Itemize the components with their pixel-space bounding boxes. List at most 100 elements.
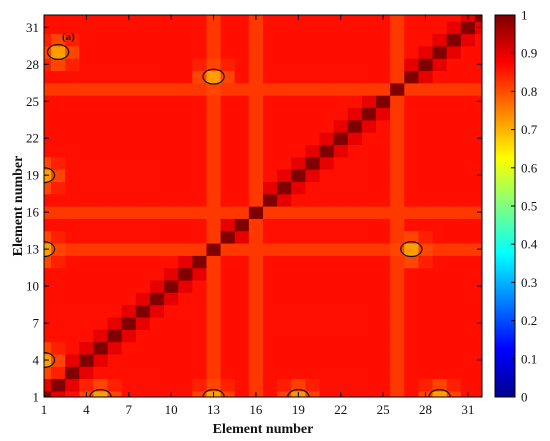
- contour-line: [400, 241, 423, 258]
- heatmap-cell: [234, 329, 250, 343]
- heatmap-cell: [121, 70, 137, 84]
- heatmap-cell: [220, 206, 236, 219]
- heatmap-cell: [277, 21, 292, 35]
- heatmap-cell: [149, 230, 165, 244]
- heatmap-cell: [474, 230, 482, 244]
- heatmap-cell: [93, 156, 109, 170]
- heatmap-cell: [206, 255, 222, 269]
- heatmap-cell: [319, 206, 335, 219]
- heatmap-cell: [135, 193, 151, 207]
- heatmap-cell: [333, 33, 349, 47]
- heatmap-cell: [107, 292, 123, 306]
- heatmap-cell: [446, 206, 462, 219]
- heatmap-cell: [44, 70, 52, 84]
- heatmap-cell: [79, 267, 95, 281]
- heatmap-cell: [277, 95, 292, 109]
- heatmap-cell: [263, 58, 278, 72]
- heatmap-cell: [305, 82, 321, 96]
- heatmap-cell: [206, 82, 222, 96]
- heatmap-cell: [65, 390, 80, 397]
- heatmap-cell: [121, 218, 137, 232]
- heatmap-cell: [305, 255, 321, 269]
- heatmap-cell: [93, 341, 109, 355]
- heatmap-cell: [390, 58, 405, 72]
- heatmap-cell: [333, 58, 349, 72]
- heatmap-cell: [220, 279, 236, 293]
- heatmap-cell: [79, 353, 95, 367]
- heatmap-cell: [192, 218, 208, 232]
- heatmap-cell: [234, 378, 250, 392]
- heatmap-cell: [51, 304, 66, 318]
- heatmap-cell: [65, 82, 80, 96]
- heatmap-cell: [44, 193, 52, 207]
- heatmap-cell: [305, 132, 321, 145]
- heatmap-cell: [192, 378, 208, 392]
- heatmap-cell: [220, 292, 236, 306]
- heatmap-cell: [361, 82, 377, 96]
- heatmap-cell: [121, 107, 137, 121]
- heatmap-cell: [93, 33, 109, 47]
- heatmap-cell: [361, 45, 377, 59]
- heatmap-cell: [206, 156, 222, 170]
- heatmap-cell: [220, 132, 236, 145]
- heatmap-cell: [446, 119, 462, 133]
- heatmap-cell: [263, 45, 278, 59]
- heatmap-cell: [446, 82, 462, 96]
- heatmap-cell: [361, 390, 377, 397]
- heatmap-cell: [432, 366, 448, 380]
- heatmap-cell: [51, 132, 66, 145]
- heatmap-cell: [333, 169, 349, 182]
- heatmap-cell: [234, 255, 250, 269]
- heatmap-cell: [220, 156, 236, 170]
- heatmap-cell: [305, 279, 321, 293]
- heatmap-cell: [107, 156, 123, 170]
- heatmap-cell: [305, 341, 321, 355]
- heatmap-cell: [390, 181, 405, 195]
- heatmap-cell: [390, 390, 405, 397]
- heatmap-cell: [192, 304, 208, 318]
- heatmap-cell: [432, 329, 448, 343]
- heatmap-cell: [305, 206, 321, 219]
- heatmap-cell: [333, 341, 349, 355]
- heatmap-cell: [319, 378, 335, 392]
- heatmap-cell: [376, 329, 391, 343]
- panel-label: (a): [62, 31, 75, 43]
- heatmap-cell: [121, 366, 137, 380]
- heatmap-cell: [291, 132, 306, 145]
- heatmap-cell: [44, 341, 52, 355]
- heatmap-cell: [135, 329, 151, 343]
- heatmap-cell: [178, 230, 193, 244]
- colorbar-tick-label: 0: [521, 390, 528, 405]
- heatmap-cell: [107, 242, 123, 256]
- x-tick-label: 31: [461, 402, 474, 417]
- heatmap-cell: [263, 218, 278, 232]
- heatmap-cell: [446, 329, 462, 343]
- heatmap-cell: [135, 33, 151, 47]
- heatmap-cell: [65, 255, 80, 269]
- heatmap-cell: [277, 279, 292, 293]
- heatmap-cell: [44, 378, 52, 392]
- heatmap-cell: [164, 242, 179, 256]
- heatmap-cell: [248, 353, 264, 367]
- heatmap-cell: [192, 230, 208, 244]
- colorbar-tick-label: 1: [521, 8, 528, 23]
- heatmap-cell: [404, 144, 420, 158]
- heatmap-cell: [178, 70, 193, 84]
- heatmap-cell: [390, 218, 405, 232]
- heatmap-cell: [135, 279, 151, 293]
- heatmap-cell: [333, 193, 349, 207]
- heatmap-cell: [263, 304, 278, 318]
- heatmap-cell: [248, 132, 264, 145]
- heatmap-cell: [248, 70, 264, 84]
- heatmap-cell: [263, 341, 278, 355]
- heatmap-cell: [333, 181, 349, 195]
- heatmap-cell: [319, 255, 335, 269]
- heatmap-cell: [220, 329, 236, 343]
- heatmap-cell: [135, 45, 151, 59]
- heatmap-cell: [460, 316, 476, 330]
- heatmap-cell: [178, 279, 193, 293]
- heatmap-cell: [135, 267, 151, 281]
- heatmap-cell: [376, 21, 391, 35]
- heatmap-cell: [305, 33, 321, 47]
- heatmap-cell: [192, 255, 208, 269]
